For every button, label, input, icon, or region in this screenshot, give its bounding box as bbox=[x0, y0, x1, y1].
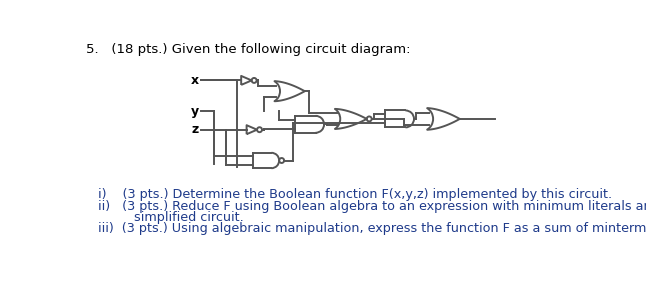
Text: z: z bbox=[191, 123, 198, 136]
Text: 5.   (18 pts.) Given the following circuit diagram:: 5. (18 pts.) Given the following circuit… bbox=[86, 44, 411, 56]
Text: x: x bbox=[191, 74, 198, 87]
Text: iii)  (3 pts.) Using algebraic manipulation, express the function F as a sum of : iii) (3 pts.) Using algebraic manipulati… bbox=[98, 222, 646, 235]
Text: ii)   (3 pts.) Reduce F using Boolean algebra to an expression with minimum lite: ii) (3 pts.) Reduce F using Boolean alge… bbox=[98, 200, 646, 213]
Text: y: y bbox=[191, 105, 198, 118]
Text: simplified circuit.: simplified circuit. bbox=[98, 211, 244, 224]
Text: i)    (3 pts.) Determine the Boolean function F(x,y,z) implemented by this circu: i) (3 pts.) Determine the Boolean functi… bbox=[98, 188, 612, 201]
